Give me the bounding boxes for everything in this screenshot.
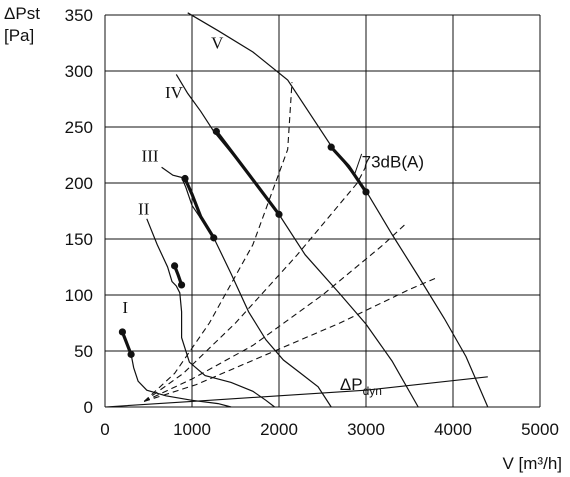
operating-segment-III: [183, 176, 216, 240]
operating-point-9: [327, 143, 335, 151]
operating-point-6: [210, 234, 218, 242]
curve-label-I: I: [122, 298, 128, 317]
operating-point-3: [171, 262, 179, 270]
operating-point-5: [181, 174, 189, 183]
system-curve-4: [144, 277, 436, 402]
y-tick-label-4: 200: [65, 174, 93, 193]
operating-segments: [120, 129, 368, 356]
x-tick-label-0: 0: [100, 420, 109, 439]
x-tick-label-5: 5000: [521, 420, 559, 439]
curve-label-III: III: [142, 147, 159, 166]
curve-label-IV: IV: [165, 83, 184, 102]
y-axis-label-line1: ΔPst: [4, 4, 40, 23]
operating-point-1: [118, 328, 126, 336]
y-axis-label-line2: [Pa]: [4, 26, 34, 45]
operating-segment-IV: [214, 129, 281, 216]
noise-annotation-label: 73dB(A): [362, 152, 424, 171]
x-axis-label: V [m³/h]: [502, 454, 562, 473]
operating-point-4: [177, 281, 186, 289]
y-tick-label-5: 250: [65, 118, 93, 137]
operating-point-10: [362, 188, 370, 196]
dynamic-pressure-curve: [104, 376, 488, 408]
fan-curve-II: [146, 218, 275, 408]
operating-segment-V: [329, 145, 368, 194]
system-curves: [143, 82, 436, 402]
operating-point-7: [212, 127, 220, 136]
curve-label-II: II: [138, 199, 150, 218]
curve-label-V: V: [211, 34, 224, 53]
y-tick-label-2: 100: [65, 286, 93, 305]
y-tick-label-6: 300: [65, 62, 93, 81]
x-tick-label-2: 2000: [260, 420, 298, 439]
system-curve-3: [143, 223, 406, 402]
grid: [104, 14, 541, 408]
system-curve-2: [143, 165, 367, 402]
operating-point-8: [275, 210, 283, 218]
x-tick-label-4: 4000: [434, 420, 472, 439]
fan-curve-V: [187, 12, 489, 408]
operating-points: [118, 127, 370, 358]
y-tick-label-3: 150: [65, 230, 93, 249]
system-curve-1: [143, 82, 293, 402]
x-tick-label-1: 1000: [173, 420, 211, 439]
fan-curves: [121, 12, 489, 408]
x-tick-label-3: 3000: [347, 420, 385, 439]
y-tick-label-7: 350: [65, 6, 93, 25]
tick-labels: 0 1000 2000 3000 4000 5000 0 50 100 150 200 250 300 3…: [65, 6, 559, 439]
noise-annotation-pointer: [354, 153, 363, 175]
dynamic-pressure-line: ΔPdyn: [104, 375, 488, 408]
dynamic-pressure-label: ΔPdyn: [340, 375, 382, 398]
y-tick-label-0: 0: [84, 398, 93, 417]
operating-point-2: [127, 350, 135, 358]
y-tick-label-1: 50: [74, 342, 93, 361]
fan-curve-III: [161, 166, 332, 408]
